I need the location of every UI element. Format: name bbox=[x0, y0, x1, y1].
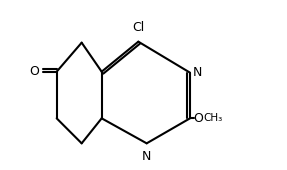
Text: CH₃: CH₃ bbox=[203, 113, 222, 123]
Text: O: O bbox=[30, 65, 39, 78]
Text: O: O bbox=[193, 112, 203, 125]
Text: N: N bbox=[192, 66, 202, 79]
Text: N: N bbox=[142, 150, 151, 163]
Text: Cl: Cl bbox=[132, 21, 144, 34]
